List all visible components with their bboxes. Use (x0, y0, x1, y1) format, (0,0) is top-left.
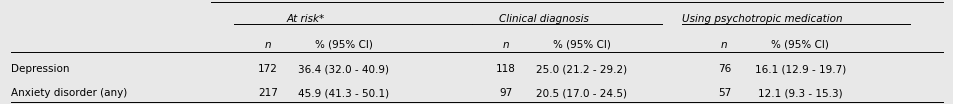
Text: Anxiety disorder (any): Anxiety disorder (any) (10, 88, 127, 98)
Text: 76: 76 (717, 64, 730, 74)
Text: At risk*: At risk* (286, 14, 325, 24)
Text: 16.1 (12.9 - 19.7): 16.1 (12.9 - 19.7) (754, 64, 845, 74)
Text: Using psychotropic medication: Using psychotropic medication (681, 14, 841, 24)
Text: 172: 172 (257, 64, 277, 74)
Text: 20.5 (17.0 - 24.5): 20.5 (17.0 - 24.5) (536, 88, 626, 98)
Text: 118: 118 (495, 64, 515, 74)
Text: % (95% CI): % (95% CI) (314, 40, 373, 50)
Text: n: n (264, 40, 271, 50)
Text: % (95% CI): % (95% CI) (552, 40, 610, 50)
Text: n: n (501, 40, 508, 50)
Text: 217: 217 (257, 88, 277, 98)
Text: 36.4 (32.0 - 40.9): 36.4 (32.0 - 40.9) (298, 64, 389, 74)
Text: 12.1 (9.3 - 15.3): 12.1 (9.3 - 15.3) (758, 88, 841, 98)
Text: 25.0 (21.2 - 29.2): 25.0 (21.2 - 29.2) (536, 64, 626, 74)
Text: Clinical diagnosis: Clinical diagnosis (498, 14, 588, 24)
Text: % (95% CI): % (95% CI) (771, 40, 828, 50)
Text: Depression: Depression (10, 64, 70, 74)
Text: 57: 57 (717, 88, 730, 98)
Text: 45.9 (41.3 - 50.1): 45.9 (41.3 - 50.1) (298, 88, 389, 98)
Text: 97: 97 (498, 88, 512, 98)
Text: n: n (720, 40, 727, 50)
